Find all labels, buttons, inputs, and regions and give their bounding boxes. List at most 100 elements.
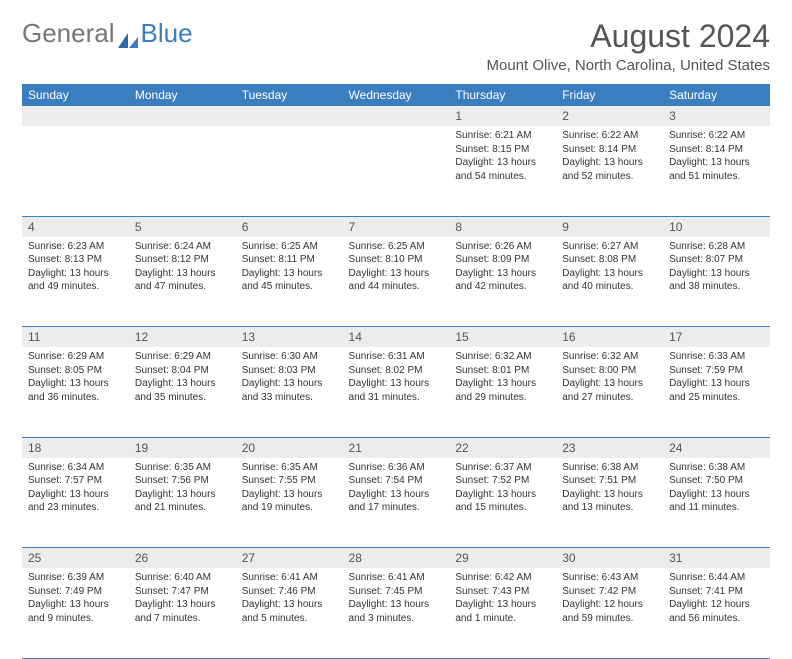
day-number-cell: 26 xyxy=(129,548,236,569)
sunrise-text: Sunrise: 6:39 AM xyxy=(28,571,123,585)
sun-info: Sunrise: 6:26 AMSunset: 8:09 PMDaylight:… xyxy=(449,237,556,300)
day-number-cell: 9 xyxy=(556,216,663,237)
weekday-header-row: Sunday Monday Tuesday Wednesday Thursday… xyxy=(22,84,770,106)
daylight-text: Daylight: 13 hours and 38 minutes. xyxy=(669,267,764,294)
logo-sail-icon xyxy=(117,25,139,43)
sun-info: Sunrise: 6:36 AMSunset: 7:54 PMDaylight:… xyxy=(343,458,450,521)
sun-info: Sunrise: 6:33 AMSunset: 7:59 PMDaylight:… xyxy=(663,347,770,410)
day-number-row: 123 xyxy=(22,106,770,126)
sun-info: Sunrise: 6:31 AMSunset: 8:02 PMDaylight:… xyxy=(343,347,450,410)
weekday-header: Wednesday xyxy=(343,84,450,106)
day-number-cell xyxy=(22,106,129,126)
sunset-text: Sunset: 7:54 PM xyxy=(349,474,444,488)
sunset-text: Sunset: 8:09 PM xyxy=(455,253,550,267)
sun-info: Sunrise: 6:44 AMSunset: 7:41 PMDaylight:… xyxy=(663,568,770,631)
day-content-cell: Sunrise: 6:21 AMSunset: 8:15 PMDaylight:… xyxy=(449,126,556,216)
day-content-cell: Sunrise: 6:24 AMSunset: 8:12 PMDaylight:… xyxy=(129,237,236,327)
day-number-cell: 19 xyxy=(129,437,236,458)
day-content-cell: Sunrise: 6:42 AMSunset: 7:43 PMDaylight:… xyxy=(449,568,556,658)
sunrise-text: Sunrise: 6:31 AM xyxy=(349,350,444,364)
daylight-text: Daylight: 13 hours and 51 minutes. xyxy=(669,156,764,183)
day-number-cell: 16 xyxy=(556,327,663,348)
sunrise-text: Sunrise: 6:29 AM xyxy=(28,350,123,364)
sunrise-text: Sunrise: 6:29 AM xyxy=(135,350,230,364)
day-number-cell: 17 xyxy=(663,327,770,348)
sunset-text: Sunset: 7:47 PM xyxy=(135,585,230,599)
day-number-cell: 29 xyxy=(449,548,556,569)
day-content-cell xyxy=(343,126,450,216)
sunset-text: Sunset: 7:45 PM xyxy=(349,585,444,599)
day-number-cell xyxy=(236,106,343,126)
sunrise-text: Sunrise: 6:24 AM xyxy=(135,240,230,254)
daylight-text: Daylight: 13 hours and 29 minutes. xyxy=(455,377,550,404)
weekday-header: Thursday xyxy=(449,84,556,106)
day-content-cell: Sunrise: 6:32 AMSunset: 8:01 PMDaylight:… xyxy=(449,347,556,437)
month-title: August 2024 xyxy=(487,18,770,55)
day-number-cell: 2 xyxy=(556,106,663,126)
sunset-text: Sunset: 7:55 PM xyxy=(242,474,337,488)
day-content-cell: Sunrise: 6:40 AMSunset: 7:47 PMDaylight:… xyxy=(129,568,236,658)
day-content-cell: Sunrise: 6:43 AMSunset: 7:42 PMDaylight:… xyxy=(556,568,663,658)
day-number-cell: 18 xyxy=(22,437,129,458)
day-number-cell xyxy=(129,106,236,126)
brand-part1: General xyxy=(22,18,115,49)
sunset-text: Sunset: 7:42 PM xyxy=(562,585,657,599)
day-content-cell: Sunrise: 6:38 AMSunset: 7:50 PMDaylight:… xyxy=(663,458,770,548)
sunset-text: Sunset: 7:52 PM xyxy=(455,474,550,488)
day-number-cell: 8 xyxy=(449,216,556,237)
day-number-cell: 22 xyxy=(449,437,556,458)
sunset-text: Sunset: 8:10 PM xyxy=(349,253,444,267)
weekday-header: Monday xyxy=(129,84,236,106)
day-number-cell: 15 xyxy=(449,327,556,348)
location-label: Mount Olive, North Carolina, United Stat… xyxy=(487,57,770,74)
daylight-text: Daylight: 13 hours and 54 minutes. xyxy=(455,156,550,183)
sunrise-text: Sunrise: 6:28 AM xyxy=(669,240,764,254)
sunset-text: Sunset: 7:49 PM xyxy=(28,585,123,599)
sunset-text: Sunset: 8:02 PM xyxy=(349,364,444,378)
sunrise-text: Sunrise: 6:36 AM xyxy=(349,461,444,475)
sunrise-text: Sunrise: 6:27 AM xyxy=(562,240,657,254)
sun-info: Sunrise: 6:25 AMSunset: 8:10 PMDaylight:… xyxy=(343,237,450,300)
day-content-cell: Sunrise: 6:38 AMSunset: 7:51 PMDaylight:… xyxy=(556,458,663,548)
day-content-cell: Sunrise: 6:29 AMSunset: 8:04 PMDaylight:… xyxy=(129,347,236,437)
sunrise-text: Sunrise: 6:33 AM xyxy=(669,350,764,364)
day-content-row: Sunrise: 6:21 AMSunset: 8:15 PMDaylight:… xyxy=(22,126,770,216)
daylight-text: Daylight: 13 hours and 27 minutes. xyxy=(562,377,657,404)
day-content-row: Sunrise: 6:23 AMSunset: 8:13 PMDaylight:… xyxy=(22,237,770,327)
sunrise-text: Sunrise: 6:43 AM xyxy=(562,571,657,585)
weekday-header: Saturday xyxy=(663,84,770,106)
day-content-row: Sunrise: 6:29 AMSunset: 8:05 PMDaylight:… xyxy=(22,347,770,437)
day-content-cell: Sunrise: 6:44 AMSunset: 7:41 PMDaylight:… xyxy=(663,568,770,658)
day-content-cell: Sunrise: 6:23 AMSunset: 8:13 PMDaylight:… xyxy=(22,237,129,327)
day-content-cell: Sunrise: 6:25 AMSunset: 8:11 PMDaylight:… xyxy=(236,237,343,327)
brand-part2: Blue xyxy=(141,18,193,49)
daylight-text: Daylight: 13 hours and 44 minutes. xyxy=(349,267,444,294)
daylight-text: Daylight: 13 hours and 42 minutes. xyxy=(455,267,550,294)
sun-info: Sunrise: 6:32 AMSunset: 8:00 PMDaylight:… xyxy=(556,347,663,410)
sun-info: Sunrise: 6:29 AMSunset: 8:04 PMDaylight:… xyxy=(129,347,236,410)
sunrise-text: Sunrise: 6:23 AM xyxy=(28,240,123,254)
sunset-text: Sunset: 8:07 PM xyxy=(669,253,764,267)
day-content-cell: Sunrise: 6:32 AMSunset: 8:00 PMDaylight:… xyxy=(556,347,663,437)
sun-info: Sunrise: 6:30 AMSunset: 8:03 PMDaylight:… xyxy=(236,347,343,410)
sun-info: Sunrise: 6:41 AMSunset: 7:45 PMDaylight:… xyxy=(343,568,450,631)
sunrise-text: Sunrise: 6:41 AM xyxy=(349,571,444,585)
sun-info: Sunrise: 6:35 AMSunset: 7:56 PMDaylight:… xyxy=(129,458,236,521)
sunrise-text: Sunrise: 6:34 AM xyxy=(28,461,123,475)
daylight-text: Daylight: 13 hours and 40 minutes. xyxy=(562,267,657,294)
day-number-row: 25262728293031 xyxy=(22,548,770,569)
day-content-cell: Sunrise: 6:37 AMSunset: 7:52 PMDaylight:… xyxy=(449,458,556,548)
sunset-text: Sunset: 8:14 PM xyxy=(669,143,764,157)
sunset-text: Sunset: 8:15 PM xyxy=(455,143,550,157)
day-number-cell: 1 xyxy=(449,106,556,126)
sunrise-text: Sunrise: 6:38 AM xyxy=(669,461,764,475)
day-content-cell: Sunrise: 6:28 AMSunset: 8:07 PMDaylight:… xyxy=(663,237,770,327)
sunset-text: Sunset: 8:11 PM xyxy=(242,253,337,267)
sunrise-text: Sunrise: 6:42 AM xyxy=(455,571,550,585)
sunrise-text: Sunrise: 6:22 AM xyxy=(562,129,657,143)
daylight-text: Daylight: 13 hours and 33 minutes. xyxy=(242,377,337,404)
sun-info: Sunrise: 6:38 AMSunset: 7:51 PMDaylight:… xyxy=(556,458,663,521)
sunrise-text: Sunrise: 6:25 AM xyxy=(242,240,337,254)
sunrise-text: Sunrise: 6:32 AM xyxy=(562,350,657,364)
day-number-cell: 6 xyxy=(236,216,343,237)
